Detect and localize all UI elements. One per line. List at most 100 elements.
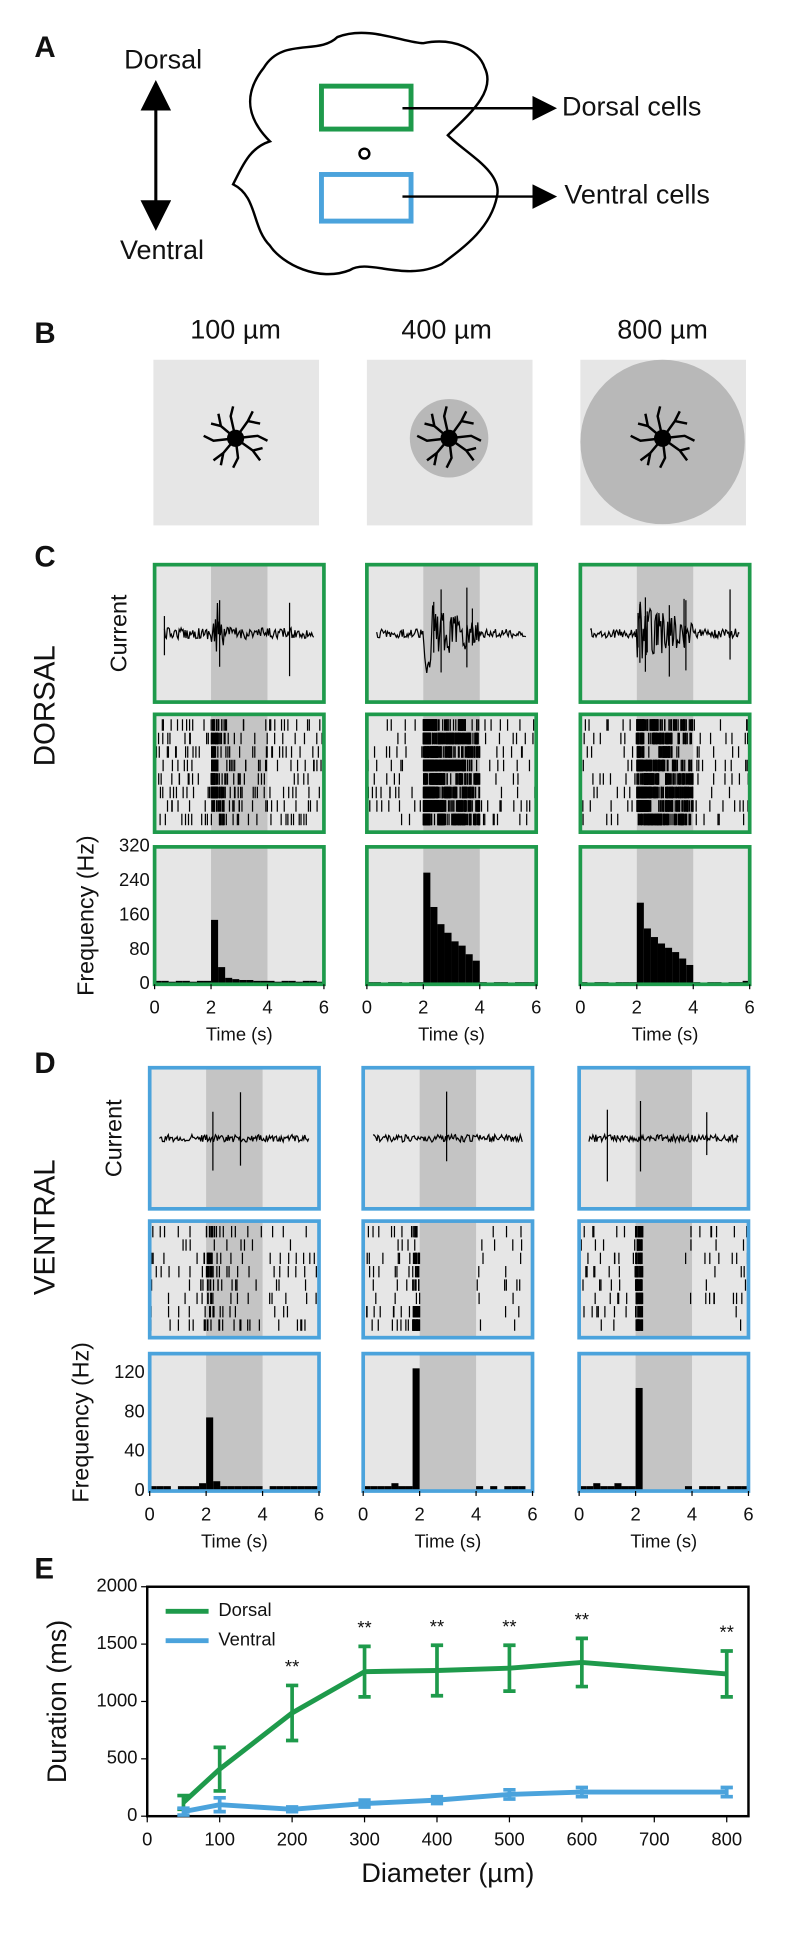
frequency-label: Frequency (Hz) — [72, 835, 98, 996]
x-tick-label: 500 — [494, 1829, 525, 1850]
x-axis-label: Time (s) — [630, 1530, 697, 1551]
panel-label: E — [34, 1553, 54, 1586]
histogram-bar — [248, 1486, 256, 1492]
y-tick-label: 120 — [114, 1361, 145, 1382]
histogram-bar — [628, 1486, 636, 1492]
x-tick-label: 6 — [745, 997, 755, 1018]
x-tick-label: 6 — [743, 1503, 753, 1524]
x-tick-label: 0 — [142, 1829, 152, 1850]
region-label: Dorsal cells — [562, 91, 701, 121]
x-tick-label: 4 — [688, 997, 698, 1018]
histogram-bar — [635, 1387, 643, 1492]
x-tick-label: 2 — [630, 1503, 640, 1524]
histogram-bar — [225, 977, 233, 985]
histogram-bar — [607, 1486, 615, 1492]
y-tick-label: 2000 — [97, 1575, 138, 1596]
frequency-label: Frequency (Hz) — [67, 1342, 93, 1503]
histogram-bar — [437, 924, 445, 985]
histogram-bar — [451, 941, 459, 985]
y-tick-label: 0 — [127, 1804, 137, 1825]
group-title: VENTRAL — [28, 1159, 61, 1295]
x-axis-label: Time (s) — [206, 1024, 273, 1045]
histogram-bar — [227, 1486, 235, 1492]
error-bar — [575, 1636, 588, 1689]
significance: ** — [430, 1616, 444, 1637]
histogram-bar — [234, 1486, 242, 1492]
histogram-bar — [636, 902, 644, 985]
histogram-bar — [741, 1486, 749, 1492]
histogram-bar — [184, 1486, 193, 1492]
y-tick-label: 40 — [124, 1440, 144, 1461]
histogram-bar — [706, 1486, 714, 1492]
histogram-bar — [643, 928, 651, 985]
panel-frame — [578, 712, 752, 834]
error-bar — [720, 1649, 733, 1699]
panel-frame — [365, 712, 539, 834]
histogram-bar — [283, 1486, 291, 1492]
spot-size: 100 µm — [190, 315, 281, 345]
x-axis-label: Time (s) — [201, 1530, 268, 1551]
y-tick-label: 160 — [119, 903, 150, 924]
histogram-bar — [192, 1486, 200, 1492]
current-label: Current — [100, 1099, 126, 1177]
histogram-bar — [297, 1486, 305, 1492]
stimulus-shade — [419, 1221, 477, 1338]
histogram-bar — [218, 967, 226, 985]
histogram-bar — [579, 1486, 587, 1492]
x-tick-label: 2 — [415, 1503, 425, 1524]
current-trace — [163, 603, 315, 652]
current-trace — [376, 605, 527, 673]
y-tick-label: 1000 — [97, 1689, 138, 1710]
x-tick-label: 0 — [145, 1503, 155, 1524]
histogram-bar — [734, 1486, 742, 1492]
histogram-bar — [684, 1486, 693, 1492]
panel-frame — [577, 1219, 751, 1340]
ventral-region — [319, 172, 414, 224]
y-tick-label: 80 — [129, 938, 149, 959]
histogram-bar — [713, 1486, 721, 1492]
region-label: Ventral cells — [564, 180, 710, 210]
error-bar — [213, 1795, 226, 1814]
y-tick-label: 0 — [135, 1479, 145, 1500]
x-tick-label: 600 — [567, 1829, 598, 1850]
histogram-bar — [476, 1486, 484, 1492]
x-tick-label: 100 — [204, 1829, 235, 1850]
significance: ** — [285, 1656, 299, 1677]
panel-label: C — [34, 540, 55, 573]
panel-frame — [361, 1351, 535, 1493]
y-tick-label: 0 — [139, 972, 149, 993]
legend-label: Ventral — [218, 1629, 275, 1650]
histogram-bar — [363, 1486, 371, 1492]
y-tick-label: 500 — [107, 1747, 138, 1768]
panel-frame — [365, 562, 539, 704]
panel-frame — [361, 1065, 535, 1211]
histogram-bar — [657, 943, 666, 985]
x-tick-label: 6 — [319, 997, 329, 1018]
histogram-bar — [163, 1486, 171, 1492]
error-bar — [213, 1745, 226, 1793]
x-tick-label: 6 — [531, 997, 541, 1018]
histogram-bar — [650, 937, 658, 985]
histogram-bar — [377, 1486, 385, 1492]
histogram-bar — [600, 1486, 608, 1492]
x-tick-label: 2 — [201, 1503, 211, 1524]
y-tick-label: 320 — [119, 835, 150, 856]
histogram-bar — [465, 954, 473, 985]
histogram-bar — [384, 1486, 392, 1492]
y-axis-label: Duration (ms) — [42, 1620, 72, 1783]
histogram-bar — [444, 932, 452, 985]
histogram-bar — [586, 1486, 594, 1492]
current-label: Current — [105, 594, 131, 672]
stimulus-shade — [419, 1067, 477, 1209]
x-tick-label: 0 — [575, 997, 585, 1018]
panel-frame — [147, 1219, 321, 1340]
x-tick-label: 6 — [314, 1503, 324, 1524]
stimulus-shade — [206, 1221, 263, 1338]
stimulus-shade — [211, 846, 268, 985]
y-tick-label: 1500 — [97, 1632, 138, 1653]
x-tick-label: 2 — [418, 997, 428, 1018]
histogram-bar — [211, 919, 219, 985]
x-tick-label: 0 — [149, 997, 159, 1018]
